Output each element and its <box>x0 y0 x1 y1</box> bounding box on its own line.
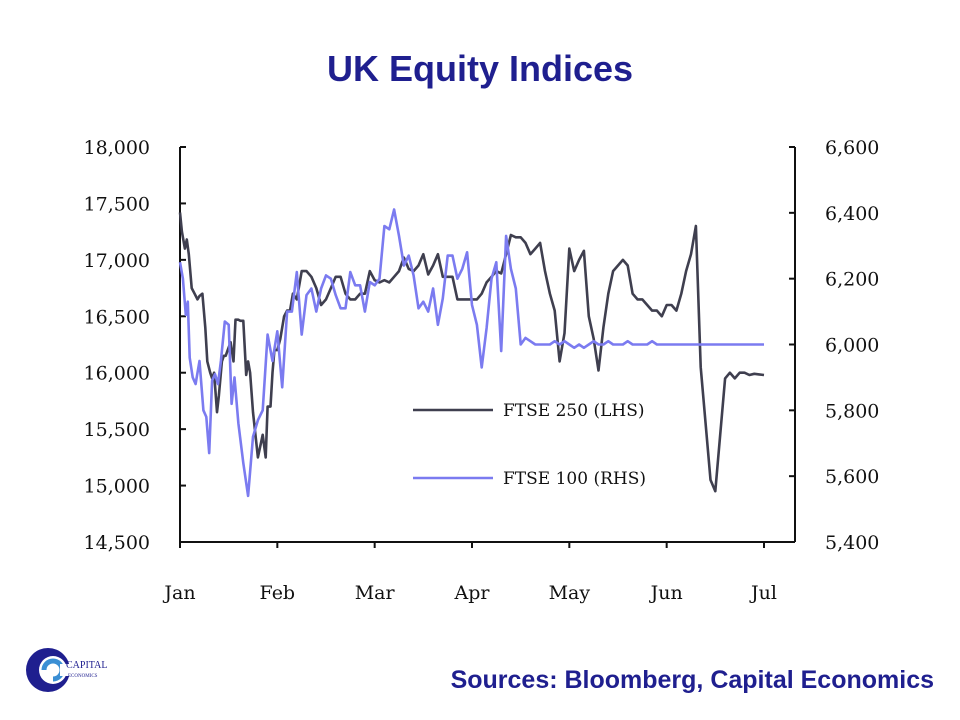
left-tick-label: 15,000 <box>84 476 150 498</box>
right-tick-label: 6,200 <box>825 269 879 291</box>
series-layer <box>178 208 765 498</box>
left-tick-label: 17,500 <box>84 193 150 215</box>
left-tick-label: 17,000 <box>84 250 150 272</box>
legend: FTSE 250 (LHS) FTSE 100 (RHS) <box>413 401 646 489</box>
x-tick-label: Feb <box>260 582 296 604</box>
right-tick-label: 5,600 <box>825 466 879 488</box>
x-tick-label: Jul <box>749 582 777 604</box>
capital-economics-logo: CAPITAL ECONOMICS <box>26 648 107 692</box>
chart-area: 14,500 15,000 15,500 16,000 16,500 17,000 17,5… <box>84 137 880 604</box>
right-tick-label: 5,400 <box>825 532 879 554</box>
logo-text-bottom: ECONOMICS <box>68 674 98 679</box>
x-tick-label: May <box>549 582 591 604</box>
right-tick-label: 6,600 <box>825 137 879 159</box>
left-tick-label: 16,000 <box>84 363 150 385</box>
x-tick-label: Mar <box>355 582 396 604</box>
x-tick-label: Jun <box>649 582 683 604</box>
chart-title: UK Equity Indices <box>326 48 634 89</box>
axes: 14,500 15,000 15,500 16,000 16,500 17,000 17,5… <box>84 137 880 604</box>
left-tick-label: 16,500 <box>84 306 150 328</box>
left-tick-label: 18,000 <box>84 137 150 159</box>
right-tick-label: 5,800 <box>825 400 879 422</box>
x-tick-label: Apr <box>454 582 491 604</box>
legend-label: FTSE 100 (RHS) <box>503 469 646 489</box>
series-line-ftse250 <box>178 212 765 493</box>
source-note: Sources: Bloomberg, Capital Economics <box>450 666 934 694</box>
right-tick-label: 6,000 <box>825 335 879 357</box>
right-tick-label: 6,400 <box>825 203 879 225</box>
left-tick-label: 15,500 <box>84 419 150 441</box>
legend-label: FTSE 250 (LHS) <box>503 401 644 421</box>
series-line-ftse100 <box>178 208 764 498</box>
logo-text-top: CAPITAL <box>66 660 107 671</box>
left-tick-label: 14,500 <box>84 532 150 554</box>
x-tick-label: Jan <box>162 582 195 604</box>
